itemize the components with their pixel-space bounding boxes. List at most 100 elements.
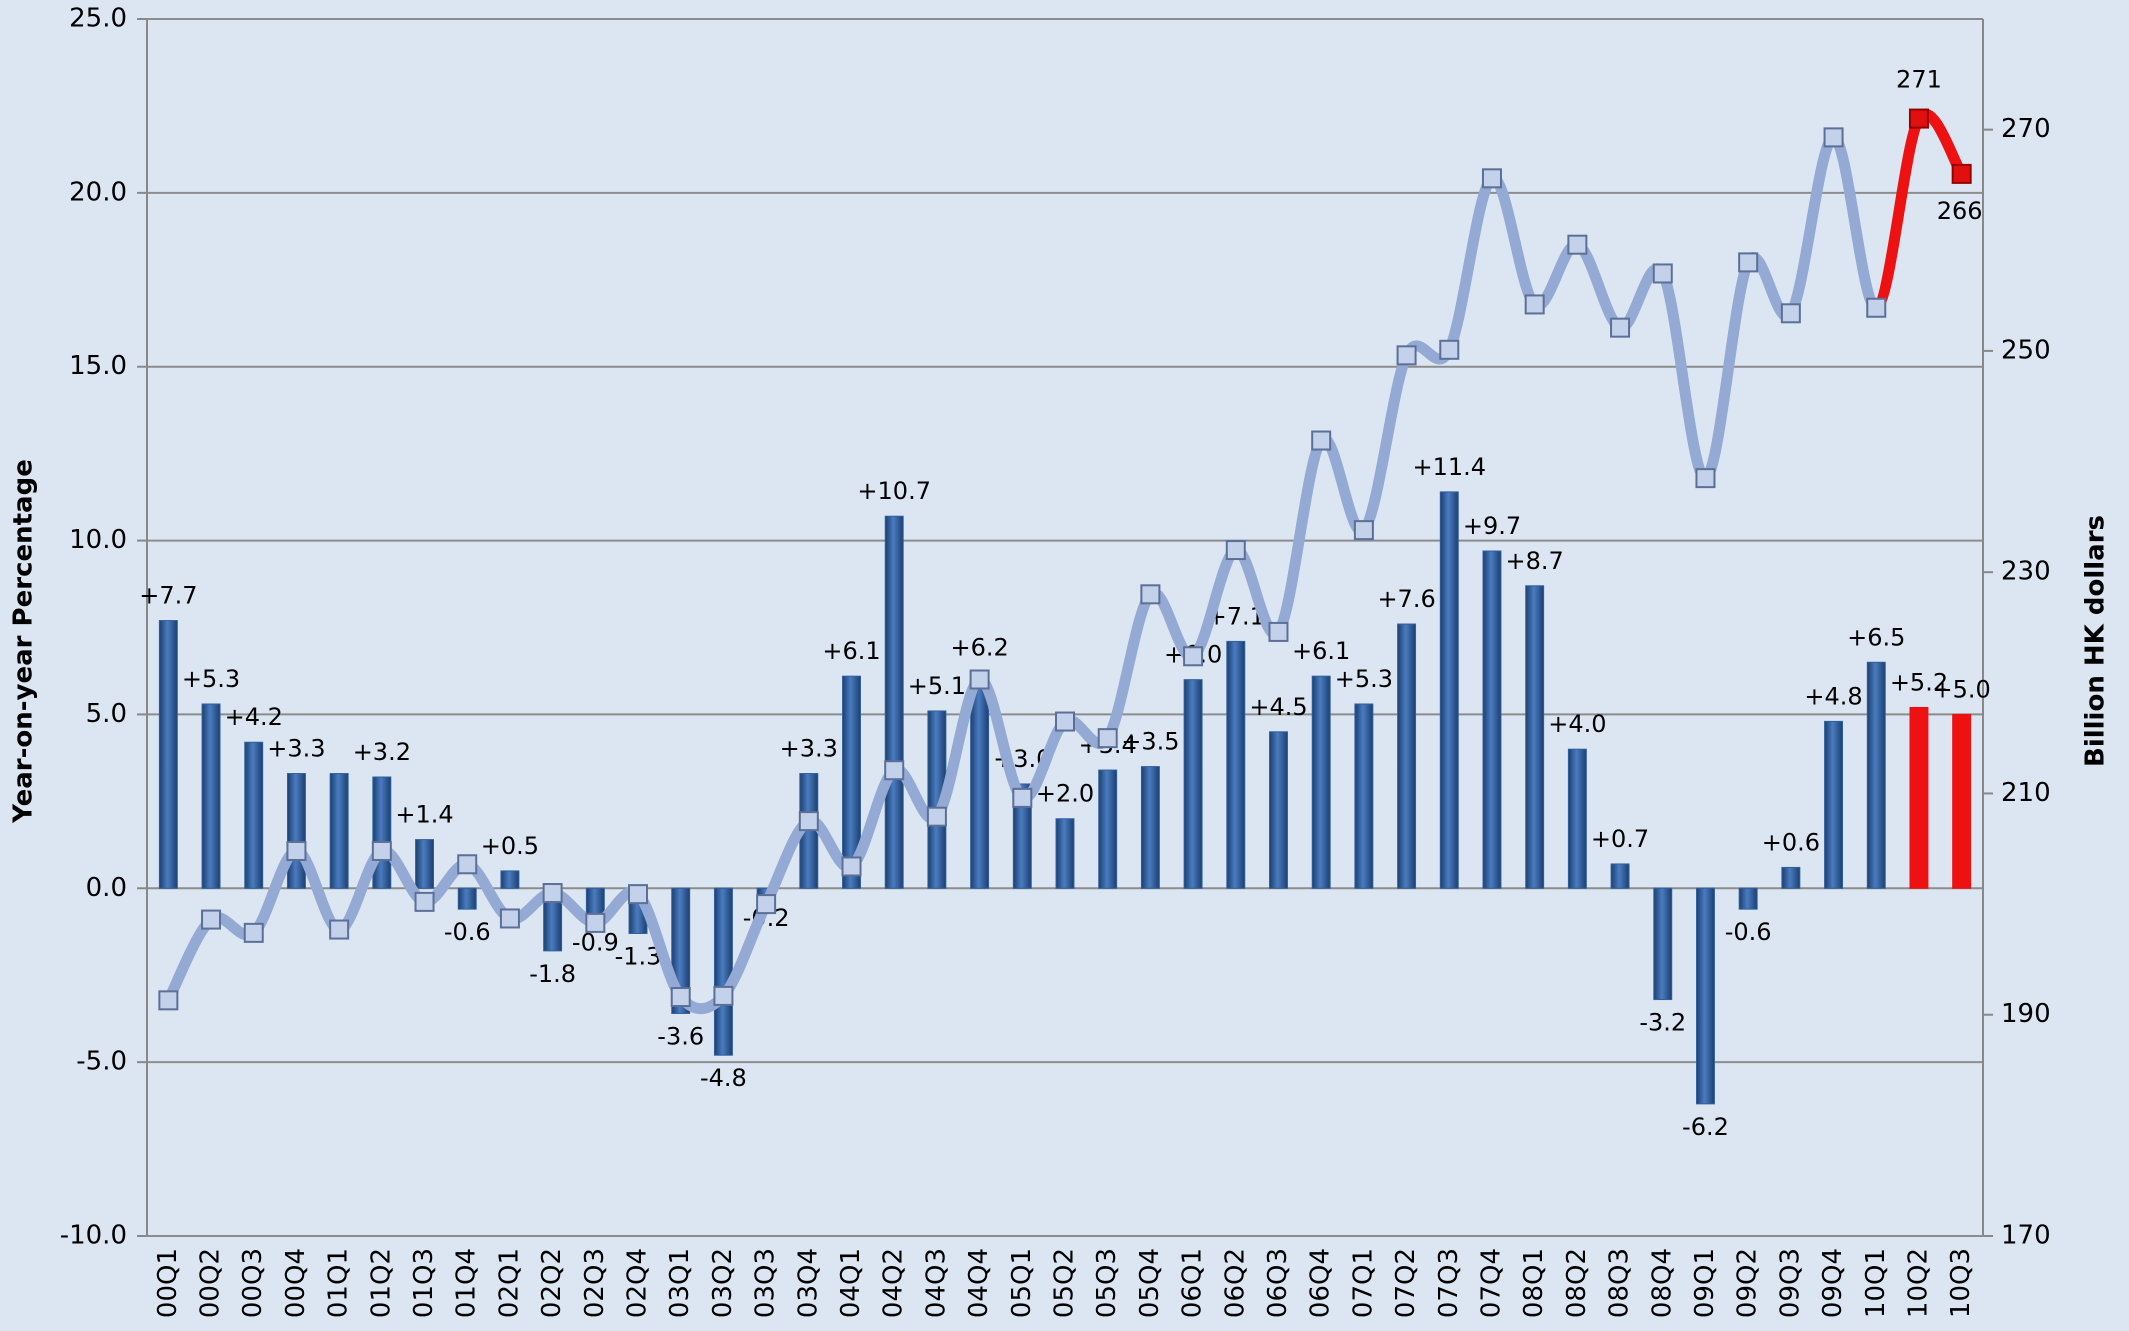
line-segment (1272, 435, 1327, 638)
x-tick-label: 09Q1 (1690, 1248, 1720, 1318)
line-marker (670, 987, 691, 1008)
data-label: +4.5 (1249, 693, 1307, 721)
bar (500, 870, 520, 889)
line-marker (1481, 168, 1502, 189)
data-label: +4.2 (225, 703, 283, 731)
bar (1397, 623, 1417, 889)
bar (1695, 887, 1715, 1105)
bar (372, 776, 392, 889)
line-marker (1567, 234, 1588, 255)
data-label: +9.7 (1463, 512, 1521, 540)
bar (1781, 866, 1801, 889)
x-tick-label: 09Q4 (1818, 1248, 1848, 1318)
bar (329, 773, 349, 889)
x-tick-label: 04Q1 (836, 1248, 866, 1318)
data-label: 271 (1896, 66, 1942, 94)
line-marker (1951, 163, 1972, 184)
data-label: +4.0 (1548, 710, 1606, 738)
bar (1824, 720, 1844, 889)
data-label: +7.7 (139, 582, 197, 610)
data-label: +3.3 (780, 735, 838, 763)
x-tick-label: 04Q4 (964, 1248, 994, 1318)
data-label: +2.0 (1036, 780, 1094, 808)
x-tick-label: 04Q2 (879, 1248, 909, 1318)
y-tick-label: 5.0 (86, 699, 127, 729)
y-tick-label: 25.0 (69, 4, 127, 34)
y-tick-label: 15.0 (69, 351, 127, 381)
line-marker (1225, 540, 1246, 561)
line-marker (713, 985, 734, 1006)
y2-tick-label: 210 (2001, 778, 2051, 808)
data-label: -0.6 (444, 918, 491, 946)
bar (1482, 550, 1502, 889)
bar (1525, 585, 1545, 889)
bar (1311, 675, 1331, 889)
x-tick-label: 00Q2 (196, 1248, 226, 1318)
data-label: +3.5 (1121, 728, 1179, 756)
x-tick-label: 06Q1 (1178, 1248, 1208, 1318)
data-label: +8.7 (1506, 547, 1564, 575)
line-marker (1353, 520, 1374, 541)
x-tick-label: 08Q1 (1519, 1248, 1549, 1318)
data-label: +6.1 (822, 637, 880, 665)
line-marker (201, 909, 222, 930)
x-tick-label: 02Q4 (623, 1248, 653, 1318)
line-marker (414, 891, 435, 912)
x-tick-label: 10Q3 (1946, 1248, 1976, 1318)
line-marker (756, 894, 777, 915)
x-tick-label: 03Q4 (793, 1248, 823, 1318)
y2-tick-label: 250 (2001, 335, 2051, 365)
x-tick-label: 03Q3 (751, 1248, 781, 1318)
data-label: +5.3 (182, 665, 240, 693)
line-marker (926, 806, 947, 827)
bar (1354, 703, 1374, 889)
x-tick-label: 04Q3 (921, 1248, 951, 1318)
x-tick-label: 10Q2 (1903, 1248, 1933, 1318)
data-label: -0.9 (572, 929, 619, 957)
line-marker (158, 990, 179, 1011)
x-tick-label: 05Q1 (1007, 1248, 1037, 1318)
bar (201, 703, 221, 889)
x-tick-label: 01Q3 (409, 1248, 439, 1318)
bar (1098, 769, 1118, 889)
line-marker (457, 854, 478, 875)
line-marker (329, 919, 350, 940)
bar (1653, 887, 1673, 1001)
line-marker (1652, 263, 1673, 284)
line-marker (1097, 728, 1118, 749)
data-label: +3.3 (267, 735, 325, 763)
line-marker (1055, 711, 1075, 732)
y2-tick-label: 170 (2001, 1221, 2051, 1251)
x-tick-label: 06Q3 (1263, 1248, 1293, 1318)
data-label: -1.8 (529, 960, 576, 988)
line-marker (1695, 468, 1716, 489)
x-tick-label: 02Q2 (537, 1248, 567, 1318)
bar (1866, 661, 1886, 889)
data-label: +6.2 (950, 634, 1008, 662)
data-label: +1.4 (395, 801, 453, 829)
y2-tick-label: 230 (2001, 557, 2051, 587)
y-tick-label: 0.0 (86, 873, 127, 903)
line-marker (1012, 787, 1033, 808)
x-tick-label: 05Q3 (1092, 1248, 1122, 1318)
bar (1055, 818, 1075, 889)
bar (970, 672, 990, 889)
line-marker (884, 760, 905, 781)
x-tick-label: 00Q4 (281, 1248, 311, 1318)
line-marker (1268, 621, 1289, 642)
data-label: -6.2 (1682, 1113, 1729, 1141)
line-marker (841, 856, 862, 877)
data-label: -3.6 (657, 1022, 704, 1050)
data-label: -1.3 (615, 942, 662, 970)
data-label: +7.6 (1377, 585, 1435, 613)
y-tick-label: 10.0 (69, 525, 127, 555)
x-tick-label: 06Q2 (1220, 1248, 1250, 1318)
y2-axis-title: Billion HK dollars (2081, 515, 2111, 767)
data-label: 266 (1937, 197, 1983, 225)
line-marker (1524, 294, 1545, 315)
line-marker (499, 908, 520, 929)
x-tick-label: 02Q1 (494, 1248, 524, 1318)
bar (158, 620, 178, 889)
line-marker (1396, 345, 1417, 366)
